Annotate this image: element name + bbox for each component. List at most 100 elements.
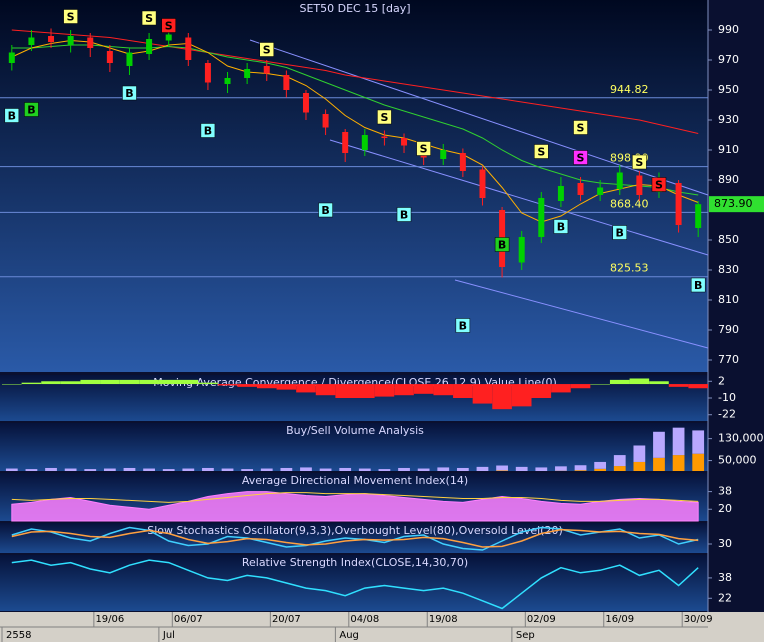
volume-bar bbox=[182, 468, 195, 471]
last-price-label: 873.90 bbox=[714, 197, 753, 210]
candle-body bbox=[106, 51, 113, 63]
volume-bar bbox=[378, 469, 391, 471]
signal-marker bbox=[632, 154, 647, 170]
signal-marker bbox=[573, 150, 588, 165]
adx-area bbox=[11, 491, 699, 522]
y-tick-label: 850 bbox=[718, 233, 739, 246]
y-tick-label: 930 bbox=[718, 113, 739, 126]
candle-body bbox=[185, 37, 192, 60]
signal-marker bbox=[690, 277, 706, 293]
signal-label: S bbox=[165, 20, 173, 33]
volume-bar bbox=[535, 467, 548, 471]
candle-body bbox=[361, 135, 368, 150]
signal-marker bbox=[259, 42, 274, 57]
candle-body bbox=[263, 66, 270, 74]
candle-body bbox=[401, 138, 408, 146]
x-tick-label: 16/09 bbox=[605, 614, 634, 625]
signal-marker bbox=[24, 102, 39, 117]
rsi-panel bbox=[0, 555, 708, 611]
y-tick-label: -10 bbox=[718, 391, 736, 404]
y-tick-label: 130,000 bbox=[718, 432, 764, 445]
histogram-bar bbox=[374, 384, 395, 397]
candle-body bbox=[695, 204, 702, 228]
histogram-bar bbox=[198, 382, 218, 385]
signal-label: S bbox=[420, 143, 428, 156]
histogram-bar bbox=[217, 384, 238, 386]
level-label: 944.82 bbox=[610, 83, 649, 96]
signal-label: B bbox=[204, 125, 212, 138]
signal-marker bbox=[200, 123, 216, 138]
volume-bar bbox=[496, 470, 508, 471]
histogram-bar bbox=[668, 384, 689, 387]
signal-marker bbox=[122, 85, 137, 101]
y-tick-label: 38 bbox=[718, 485, 732, 498]
histogram-bar bbox=[60, 381, 81, 385]
signal-marker bbox=[573, 120, 588, 135]
volume-bar bbox=[241, 469, 254, 471]
level-label: 825.53 bbox=[610, 262, 649, 275]
histogram-bar bbox=[355, 384, 375, 398]
signal-label: B bbox=[616, 227, 624, 240]
histogram-bar bbox=[433, 384, 454, 396]
volume-bar bbox=[613, 455, 626, 467]
signal-marker bbox=[141, 10, 157, 26]
panel-title: Slow Stochastics Oscillator(9,3,3),Overb… bbox=[147, 524, 563, 537]
signal-label: B bbox=[694, 279, 702, 292]
signal-marker bbox=[161, 18, 176, 33]
candle-body bbox=[126, 52, 133, 66]
volume-bar bbox=[555, 466, 567, 471]
signal-marker bbox=[4, 108, 20, 123]
volume-bar bbox=[672, 455, 685, 471]
candle-body bbox=[342, 132, 349, 153]
indicator-line bbox=[11, 528, 699, 548]
histogram-bar bbox=[472, 384, 493, 404]
histogram-bar bbox=[100, 379, 120, 385]
candle-body bbox=[577, 183, 584, 195]
moving-average bbox=[11, 29, 699, 134]
candle-body bbox=[8, 52, 15, 63]
volume-bar bbox=[162, 469, 175, 471]
histogram-bar bbox=[453, 384, 473, 398]
candle-body bbox=[244, 69, 251, 78]
signal-label: B bbox=[400, 209, 408, 222]
main-panel bbox=[0, 0, 708, 372]
x-tick-label: 19/06 bbox=[95, 614, 124, 625]
histogram-bar bbox=[531, 384, 552, 398]
candle-body bbox=[675, 183, 682, 225]
signal-marker bbox=[455, 318, 471, 333]
histogram-bar bbox=[492, 384, 512, 410]
volume-bar bbox=[633, 445, 646, 462]
x-tick-label: 04/08 bbox=[350, 614, 379, 625]
histogram-bar bbox=[237, 384, 257, 387]
y-tick-label: 970 bbox=[718, 53, 739, 66]
x-tick-label: 19/08 bbox=[429, 614, 458, 625]
histogram-bar bbox=[570, 384, 591, 389]
histogram-bar bbox=[315, 384, 336, 396]
x-tick-label: 02/09 bbox=[527, 614, 556, 625]
x-tick-label: 06/07 bbox=[174, 614, 203, 625]
volume-bar bbox=[5, 468, 18, 471]
histogram-bar bbox=[2, 384, 22, 385]
level-label: 868.40 bbox=[610, 197, 649, 210]
signal-label: S bbox=[635, 156, 643, 169]
histogram-bar bbox=[158, 379, 179, 385]
histogram-bar bbox=[688, 384, 708, 389]
signal-label: B bbox=[8, 110, 16, 123]
y-tick-label: 20 bbox=[718, 502, 732, 515]
y-tick-label: 990 bbox=[718, 23, 739, 36]
volume-bar bbox=[84, 469, 97, 471]
volume-bar bbox=[633, 461, 646, 471]
candle-body bbox=[87, 37, 94, 48]
volume-bar bbox=[45, 467, 57, 471]
signal-label: B bbox=[27, 104, 35, 117]
volume-bar bbox=[692, 430, 705, 454]
volume-bar bbox=[260, 468, 273, 471]
y-tick-label: 890 bbox=[718, 173, 739, 186]
volume-bar bbox=[202, 467, 214, 471]
volume-bar bbox=[25, 469, 38, 471]
volume-bar bbox=[692, 453, 705, 471]
volume-bar bbox=[64, 468, 77, 471]
signal-label: S bbox=[263, 44, 271, 57]
volume-bar bbox=[496, 465, 508, 471]
candle-body bbox=[381, 136, 388, 138]
